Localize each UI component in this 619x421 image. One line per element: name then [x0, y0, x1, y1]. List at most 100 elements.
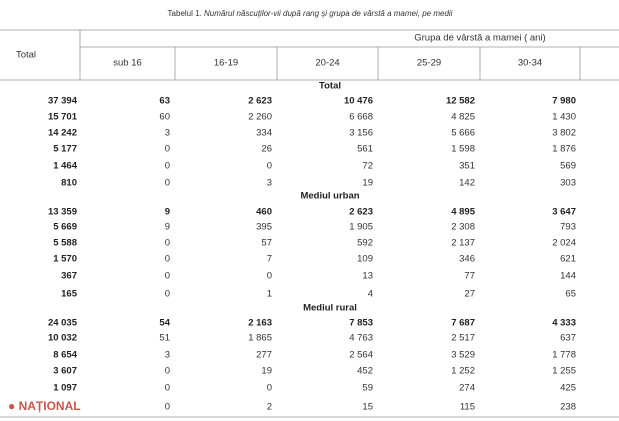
watermark: ● NAȚIONAL	[8, 399, 81, 413]
cell: 569	[560, 161, 576, 172]
cell: 9	[165, 222, 170, 233]
section-label: Mediul rural	[303, 303, 357, 314]
cell: 346	[459, 254, 475, 265]
cell: 15 701	[48, 112, 78, 123]
cell: 3	[165, 128, 170, 139]
cell: 72	[362, 161, 373, 172]
cell: 1 097	[53, 383, 77, 394]
cell: 0	[165, 238, 170, 249]
cell: 452	[357, 366, 373, 377]
cell: 115	[460, 402, 475, 413]
cell: 3 607	[53, 366, 77, 377]
cell: 1 598	[451, 144, 475, 155]
column-header: sub 16	[113, 58, 142, 69]
cell: 10 032	[48, 333, 77, 344]
cell: 793	[560, 222, 576, 233]
cell: 0	[267, 161, 272, 172]
cell: 1 430	[552, 112, 576, 123]
cell: 5 666	[451, 128, 475, 139]
column-header: 30-34	[518, 58, 542, 69]
cell: 54	[159, 318, 170, 329]
cell: 77	[464, 271, 475, 282]
section-label: Mediul urban	[300, 191, 359, 202]
cell: 51	[159, 333, 170, 344]
cell: 367	[61, 271, 77, 282]
cell: 460	[256, 207, 272, 218]
cell: 277	[256, 350, 272, 361]
cell: 0	[165, 402, 170, 413]
cell: 1 255	[552, 366, 576, 377]
watermark-text: NAȚIONAL	[19, 399, 81, 413]
title-label: Tabelul 1.	[168, 9, 202, 18]
cell: 0	[165, 289, 170, 300]
cell: 1 905	[349, 222, 373, 233]
column-header: 20-24	[315, 58, 339, 69]
cell: 303	[560, 178, 576, 189]
cell: 2 260	[248, 112, 272, 123]
section-label: Total	[319, 81, 341, 92]
cell: 7 980	[552, 96, 576, 107]
column-header: 25-29	[417, 58, 441, 69]
cell: 1	[267, 289, 272, 300]
total-header: Total	[16, 50, 36, 61]
cell: 9	[165, 207, 170, 218]
cell: 0	[165, 178, 170, 189]
cell: 274	[459, 383, 475, 394]
cell: 0	[267, 383, 272, 394]
cell: 1 778	[552, 350, 576, 361]
cell: 4 333	[552, 318, 576, 329]
cell: 2 024	[552, 238, 576, 249]
cell: 57	[261, 238, 272, 249]
cell: 10 476	[344, 96, 373, 107]
cell: 592	[357, 238, 373, 249]
cell: 0	[165, 383, 170, 394]
cell: 60	[159, 112, 170, 123]
cell: 3 802	[552, 128, 576, 139]
cell: 8 654	[53, 350, 77, 361]
cell: 2 308	[451, 222, 475, 233]
cell: 6 668	[349, 112, 373, 123]
cell: 7 853	[349, 318, 373, 329]
cell: 3 156	[349, 128, 373, 139]
cell: 13	[362, 271, 373, 282]
cell: 2 564	[349, 350, 373, 361]
cell: 1 865	[248, 333, 272, 344]
cell: 7	[267, 254, 272, 265]
cell: 5 669	[53, 222, 77, 233]
cell: 142	[459, 178, 475, 189]
title: Tabelul 1. Numărul născuţilor-vii după r…	[168, 9, 453, 18]
cell: 3	[165, 350, 170, 361]
cell: 2 623	[349, 207, 373, 218]
title-text: Numărul născuţilor-vii după rang şi grup…	[204, 9, 453, 18]
cell: 0	[165, 254, 170, 265]
cell: 0	[165, 366, 170, 377]
cell: 810	[61, 178, 77, 189]
column-header: 16-19	[214, 58, 238, 69]
cell: 12 582	[446, 96, 475, 107]
cell: 2 163	[248, 318, 272, 329]
cell: 1 252	[451, 366, 475, 377]
cell: 1 876	[552, 144, 576, 155]
cell: 13 359	[48, 207, 77, 218]
cell: 561	[357, 144, 373, 155]
cell: 2 517	[451, 333, 475, 344]
cell: 4	[368, 289, 373, 300]
cell: 1 464	[53, 161, 77, 172]
group-header: Grupa de vârstă a mamei ( ani)	[414, 33, 545, 44]
cell: 5 588	[53, 238, 77, 249]
cell: 3 647	[552, 207, 576, 218]
cell: 59	[362, 383, 373, 394]
cell: 0	[165, 161, 170, 172]
cell: 19	[362, 178, 373, 189]
cell: 4 763	[349, 333, 373, 344]
cell: 63	[159, 96, 170, 107]
cell: 15	[362, 402, 373, 413]
cell: 27	[464, 289, 475, 300]
cell: 0	[165, 144, 170, 155]
cell: 7 687	[451, 318, 475, 329]
cell: 26	[261, 144, 272, 155]
cell: 425	[560, 383, 576, 394]
cell: 3	[267, 178, 272, 189]
cell: 3 529	[451, 350, 475, 361]
